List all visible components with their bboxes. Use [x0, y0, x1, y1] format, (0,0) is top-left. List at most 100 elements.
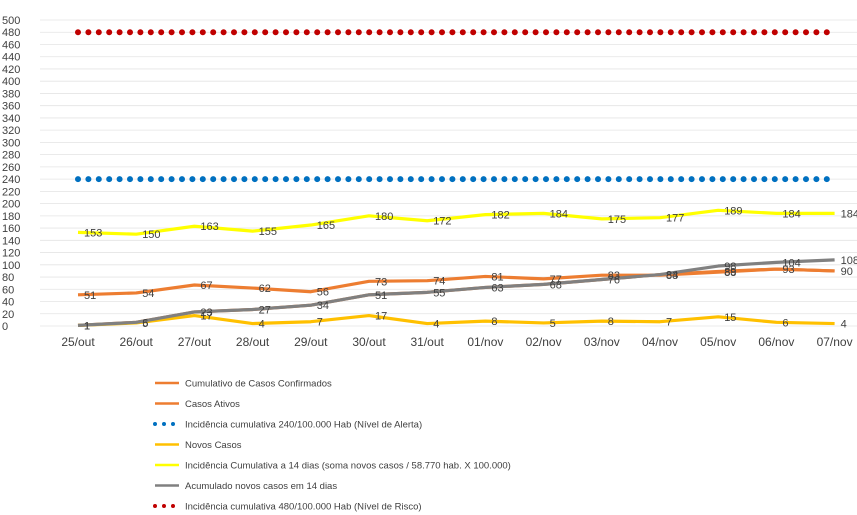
y-tick-label: 440	[2, 52, 20, 64]
data-label: 184	[550, 208, 568, 220]
y-tick-label: 360	[2, 101, 20, 113]
data-label: 93	[782, 264, 794, 276]
data-label: 182	[491, 210, 509, 222]
data-label: 83	[608, 270, 620, 282]
data-label: 81	[491, 271, 503, 283]
y-tick-label: 80	[2, 272, 14, 284]
data-label: 8	[491, 316, 497, 328]
data-label: 153	[84, 227, 102, 239]
y-tick-label: 160	[2, 223, 20, 235]
data-label: 7	[317, 317, 323, 329]
data-label: 74	[433, 276, 445, 288]
y-tick-label: 400	[2, 76, 20, 88]
series-line-1	[77, 267, 835, 297]
data-label: 90	[841, 266, 853, 278]
y-tick-label: 140	[2, 235, 20, 247]
y-tick-label: 280	[2, 150, 20, 162]
x-tick-label: 01/nov	[467, 335, 503, 349]
y-tick-label: 480	[2, 27, 20, 39]
data-label: 184	[841, 208, 857, 220]
data-label: 84	[666, 270, 678, 282]
data-label: 189	[724, 205, 742, 217]
data-label: 7	[666, 317, 672, 329]
legend-label: Incidência cumulativa 240/100.000 Hab (N…	[185, 420, 422, 431]
data-label: 67	[200, 280, 212, 292]
data-label: 17	[200, 311, 212, 323]
data-label: 88	[724, 267, 736, 279]
x-tick-label: 25/out	[61, 335, 95, 349]
x-tick-label: 06/nov	[758, 335, 794, 349]
data-label: 51	[375, 290, 387, 302]
data-label: 5	[550, 318, 556, 330]
data-label: 62	[259, 283, 271, 295]
data-label: 180	[375, 211, 393, 223]
legend-label: Casos Ativos	[185, 399, 240, 410]
y-tick-label: 60	[2, 284, 14, 296]
x-tick-label: 05/nov	[700, 335, 736, 349]
y-axis: 0204060801001201401601802002202402602803…	[2, 15, 20, 333]
y-tick-label: 0	[2, 321, 8, 333]
data-label: 54	[142, 288, 154, 300]
data-label: 165	[317, 220, 335, 232]
series-line-5	[77, 258, 835, 327]
data-label: 98	[724, 261, 736, 273]
data-label: 56	[317, 287, 329, 299]
y-tick-label: 340	[2, 113, 20, 125]
y-tick-label: 460	[2, 39, 20, 51]
data-label: 5	[142, 318, 148, 330]
data-label: 23	[200, 307, 212, 319]
y-tick-label: 240	[2, 174, 20, 186]
x-tick-label: 28/out	[236, 335, 270, 349]
x-tick-label: 04/nov	[642, 335, 678, 349]
data-label: 83	[666, 270, 678, 282]
y-tick-label: 40	[2, 297, 14, 309]
legend-label: Incidência Cumulativa a 14 dias (soma no…	[185, 461, 511, 472]
data-label: 76	[608, 274, 620, 286]
y-tick-label: 320	[2, 125, 20, 137]
data-label: 6	[142, 317, 148, 329]
data-label: 4	[841, 319, 847, 331]
legend-label: Incidência cumulativa 480/100.000 Hab (N…	[185, 502, 422, 513]
y-tick-label: 500	[2, 15, 20, 27]
x-tick-label: 31/out	[411, 335, 445, 349]
y-tick-label: 100	[2, 260, 20, 272]
data-label: 104	[782, 257, 800, 269]
x-tick-label: 29/out	[294, 335, 328, 349]
data-label: 77	[550, 274, 562, 286]
y-tick-label: 120	[2, 248, 20, 260]
y-tick-label: 20	[2, 309, 14, 321]
x-tick-label: 07/nov	[817, 335, 853, 349]
y-tick-label: 260	[2, 162, 20, 174]
data-label: 51	[84, 290, 96, 302]
data-label: 172	[433, 216, 451, 228]
data-label: 34	[317, 300, 329, 312]
data-label: 175	[608, 214, 626, 226]
legend: Cumulativo de Casos Confirmados Casos Ati…	[153, 379, 511, 513]
data-label: 6	[782, 317, 788, 329]
data-label: 1	[84, 320, 90, 332]
grid	[40, 19, 857, 327]
x-tick-label: 03/nov	[584, 335, 620, 349]
data-label: 184	[782, 208, 800, 220]
y-tick-label: 200	[2, 199, 20, 211]
data-label: 8	[608, 316, 614, 328]
data-label: 27	[259, 304, 271, 316]
data-label: 68	[550, 279, 562, 291]
data-label: 17	[375, 311, 387, 323]
x-tick-label: 26/out	[120, 335, 154, 349]
y-tick-label: 300	[2, 137, 20, 149]
x-tick-label: 30/out	[352, 335, 386, 349]
data-label: 150	[142, 229, 160, 241]
y-tick-label: 180	[2, 211, 20, 223]
data-label: 163	[200, 221, 218, 233]
data-label: 4	[433, 319, 439, 331]
legend-label: Novos Casos	[185, 440, 242, 451]
data-label: 73	[375, 276, 387, 288]
x-tick-label: 27/out	[178, 335, 212, 349]
x-axis: 25/out 26/out 27/out 28/out 29/out 30/out 31/o…	[61, 335, 852, 349]
plot-area	[75, 29, 838, 327]
data-label: 15	[724, 312, 736, 324]
data-label: 63	[491, 282, 503, 294]
